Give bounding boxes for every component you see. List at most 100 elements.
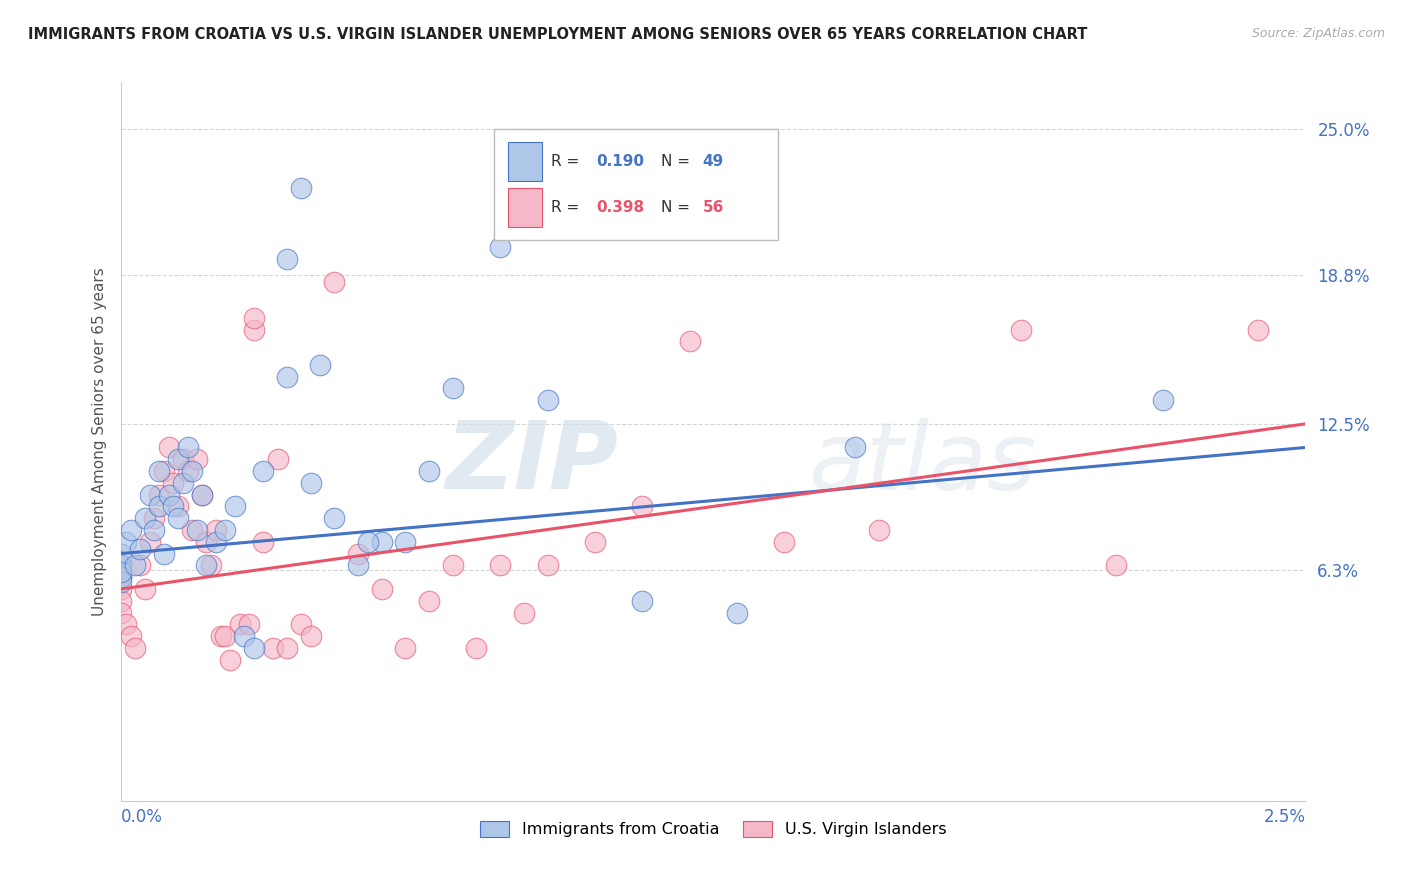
Point bbox=[200, 558, 222, 573]
Point bbox=[148, 464, 170, 478]
Point bbox=[134, 582, 156, 596]
Point bbox=[252, 464, 274, 478]
FancyBboxPatch shape bbox=[509, 187, 541, 227]
Point bbox=[110, 570, 132, 584]
Text: Source: ZipAtlas.com: Source: ZipAtlas.com bbox=[1251, 27, 1385, 40]
Point bbox=[536, 393, 558, 408]
Point bbox=[120, 629, 142, 643]
Point bbox=[371, 534, 394, 549]
Text: 2.5%: 2.5% bbox=[1264, 808, 1306, 826]
Point bbox=[124, 640, 146, 655]
Point bbox=[441, 558, 464, 573]
Point bbox=[1105, 558, 1128, 573]
Point bbox=[276, 252, 298, 266]
Point bbox=[631, 593, 654, 607]
Point bbox=[162, 500, 184, 514]
Point bbox=[120, 523, 142, 537]
Point bbox=[110, 582, 132, 596]
Point bbox=[157, 488, 180, 502]
Point bbox=[418, 464, 440, 478]
Point bbox=[773, 534, 796, 549]
Point bbox=[844, 441, 866, 455]
Point bbox=[299, 629, 322, 643]
Point bbox=[679, 334, 702, 349]
Point bbox=[290, 181, 312, 195]
Point bbox=[138, 488, 160, 502]
Point bbox=[143, 511, 166, 525]
Point bbox=[167, 452, 190, 467]
Point bbox=[148, 500, 170, 514]
Point bbox=[205, 523, 228, 537]
Point bbox=[228, 617, 250, 632]
Point bbox=[489, 558, 512, 573]
Point bbox=[266, 452, 288, 467]
Point bbox=[143, 523, 166, 537]
Point bbox=[186, 452, 208, 467]
Point bbox=[190, 488, 212, 502]
Text: R =: R = bbox=[551, 200, 585, 215]
Point bbox=[290, 617, 312, 632]
Point bbox=[1010, 322, 1032, 336]
Point bbox=[176, 464, 198, 478]
Point bbox=[195, 558, 218, 573]
Point bbox=[110, 558, 132, 573]
Point bbox=[172, 475, 194, 490]
Point bbox=[110, 547, 132, 561]
Point bbox=[394, 640, 416, 655]
Point bbox=[394, 534, 416, 549]
Point bbox=[153, 464, 176, 478]
Point bbox=[252, 534, 274, 549]
Point bbox=[243, 310, 266, 325]
Point bbox=[233, 629, 256, 643]
Point bbox=[276, 369, 298, 384]
FancyBboxPatch shape bbox=[509, 142, 541, 181]
Point bbox=[243, 640, 266, 655]
Point bbox=[157, 441, 180, 455]
Point bbox=[725, 606, 748, 620]
Point bbox=[536, 558, 558, 573]
Point bbox=[262, 640, 284, 655]
Text: 56: 56 bbox=[703, 200, 724, 215]
Point bbox=[186, 523, 208, 537]
Point bbox=[583, 534, 606, 549]
Point bbox=[276, 640, 298, 655]
Point bbox=[167, 500, 190, 514]
Text: R =: R = bbox=[551, 154, 585, 169]
Point bbox=[124, 558, 146, 573]
Point bbox=[190, 488, 212, 502]
Point bbox=[323, 511, 346, 525]
Point bbox=[309, 358, 332, 372]
Point bbox=[347, 558, 370, 573]
Text: atlas: atlas bbox=[808, 417, 1036, 508]
Text: N =: N = bbox=[661, 200, 695, 215]
Point bbox=[356, 534, 378, 549]
Point bbox=[110, 593, 132, 607]
Point bbox=[238, 617, 260, 632]
Text: 0.398: 0.398 bbox=[596, 200, 644, 215]
Legend: Immigrants from Croatia, U.S. Virgin Islanders: Immigrants from Croatia, U.S. Virgin Isl… bbox=[474, 814, 953, 844]
Point bbox=[441, 382, 464, 396]
Point bbox=[181, 523, 204, 537]
Point bbox=[148, 488, 170, 502]
Point bbox=[209, 629, 232, 643]
Point bbox=[513, 606, 536, 620]
Point bbox=[243, 322, 266, 336]
Point bbox=[1247, 322, 1270, 336]
Point bbox=[465, 640, 488, 655]
Point bbox=[110, 606, 132, 620]
Point bbox=[371, 582, 394, 596]
Point bbox=[1152, 393, 1174, 408]
Text: 0.0%: 0.0% bbox=[121, 808, 163, 826]
Point bbox=[134, 511, 156, 525]
Point bbox=[214, 629, 236, 643]
Point bbox=[214, 523, 236, 537]
Text: IMMIGRANTS FROM CROATIA VS U.S. VIRGIN ISLANDER UNEMPLOYMENT AMONG SENIORS OVER : IMMIGRANTS FROM CROATIA VS U.S. VIRGIN I… bbox=[28, 27, 1087, 42]
Point bbox=[489, 240, 512, 254]
Point bbox=[110, 574, 132, 589]
Point bbox=[224, 500, 246, 514]
Y-axis label: Unemployment Among Seniors over 65 years: Unemployment Among Seniors over 65 years bbox=[93, 268, 107, 616]
Text: 49: 49 bbox=[703, 154, 724, 169]
Point bbox=[323, 276, 346, 290]
Point bbox=[176, 441, 198, 455]
Point bbox=[115, 617, 138, 632]
